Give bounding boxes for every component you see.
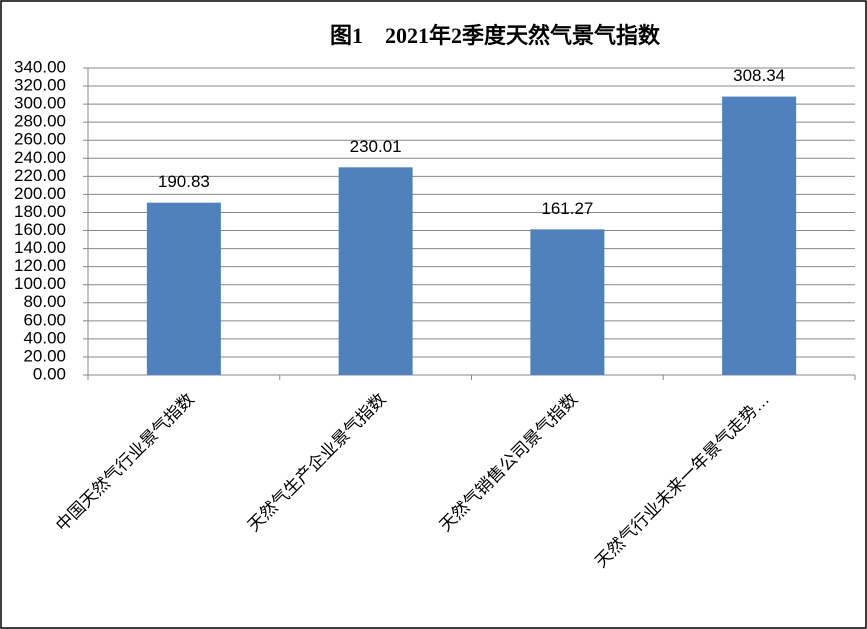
y-tick-label: 40.00 (23, 328, 66, 347)
y-tick-label: 120.00 (14, 256, 66, 275)
y-tick-label: 60.00 (23, 310, 66, 329)
bar (338, 167, 413, 375)
y-tick-label: 340.00 (14, 57, 66, 76)
bar (722, 96, 797, 375)
y-tick-label: 160.00 (14, 220, 66, 239)
y-tick-label: 80.00 (23, 292, 66, 311)
y-tick-label: 180.00 (14, 202, 66, 221)
y-tick-label: 280.00 (14, 112, 66, 131)
data-label: 190.83 (158, 172, 210, 191)
bar (146, 202, 221, 375)
data-label: 230.01 (350, 137, 402, 156)
y-tick-label: 220.00 (14, 166, 66, 185)
bar (530, 229, 605, 375)
y-tick-label: 20.00 (23, 346, 66, 365)
y-tick-label: 300.00 (14, 94, 66, 113)
chart-title: 图1 2021年2季度天然气景气指数 (330, 23, 661, 48)
y-tick-label: 100.00 (14, 274, 66, 293)
data-label: 161.27 (541, 199, 593, 218)
y-tick-label: 200.00 (14, 184, 66, 203)
y-tick-label: 0.00 (33, 364, 66, 383)
y-tick-label: 260.00 (14, 130, 66, 149)
data-label: 308.34 (733, 66, 785, 85)
y-tick-label: 240.00 (14, 148, 66, 167)
y-tick-label: 140.00 (14, 238, 66, 257)
y-tick-label: 320.00 (14, 76, 66, 95)
